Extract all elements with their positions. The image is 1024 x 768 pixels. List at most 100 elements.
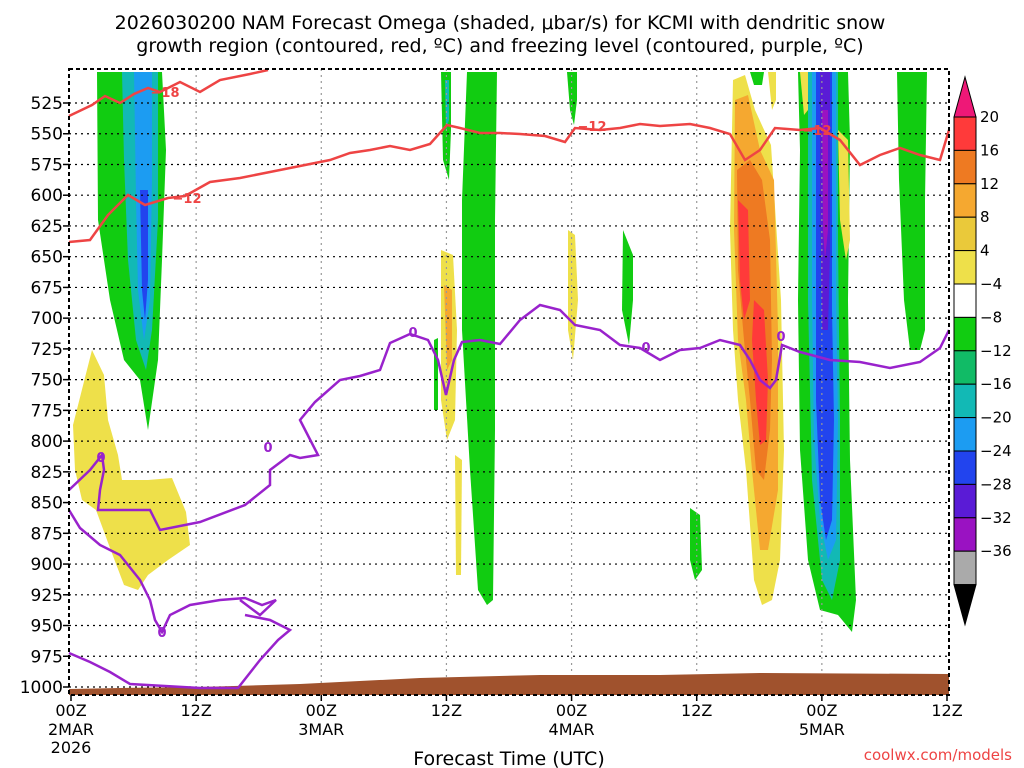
purple-label-0-f: 0 [157, 626, 166, 641]
y-tick-label: 775 [31, 401, 63, 421]
colorbar-swatch [953, 216, 977, 252]
x-tick-label: 00Z [55, 701, 86, 720]
omega-shade-orange-col2a [444, 285, 452, 370]
purple-contour-main [68, 303, 951, 532]
x-tick-date: 5MAR [799, 720, 845, 739]
x-tick-date: 3MAR [298, 720, 344, 739]
y-tick-label: 1000 [20, 678, 63, 698]
omega-shade-green-bit [690, 508, 702, 580]
colorbar-label: 4 [980, 242, 990, 260]
purple-contour-lower [68, 613, 293, 690]
omega-shade-yellow-col5c [768, 72, 776, 110]
y-tick-label: 650 [31, 248, 63, 268]
colorbar-swatch [953, 116, 977, 151]
colorbar-label: −32 [980, 509, 1012, 527]
red-label-minus12-c: −12 [803, 124, 832, 139]
red-contour-minus18 [68, 68, 269, 118]
purple-label-0-e: 0 [776, 330, 785, 345]
colorbar-swatch [953, 283, 977, 318]
purple-label-0-b: 0 [263, 441, 272, 456]
x-tick-label: 00Z [556, 701, 587, 720]
purple-label-0-d: 0 [641, 341, 650, 356]
y-axis: 525 550 575 600 625 650 675 700 725 750 775 800 825 8… [20, 94, 69, 698]
y-tick-label: 900 [31, 555, 63, 575]
colorbar-swatch [953, 316, 977, 352]
colorbar-label: −12 [980, 342, 1012, 360]
colorbar-swatch [953, 149, 977, 185]
colorbar-label: −20 [980, 409, 1012, 427]
red-label-minus18: −18 [151, 86, 180, 101]
omega-shade-green-col3a [567, 72, 577, 125]
colorbar-label: −24 [980, 442, 1012, 460]
terrain-strip [69, 673, 949, 695]
colorbar: 20 16 12 8 4 −4 −8 −12 −16 −20 −24 −28 −32 −36 [953, 75, 1012, 627]
x-axis-title: Forecast Time (UTC) [413, 748, 604, 768]
x-tick-label: 12Z [681, 701, 712, 720]
y-tick-label: 525 [31, 94, 63, 114]
colorbar-label: −16 [980, 375, 1012, 393]
y-tick-label: 600 [31, 186, 63, 206]
colorbar-swatch [953, 483, 977, 519]
x-tick-label: 12Z [180, 701, 211, 720]
omega-shade-green-col2c [462, 72, 497, 605]
colorbar-bottom-arrow [953, 584, 977, 627]
colorbar-swatch [953, 550, 977, 586]
y-tick-label: 975 [31, 647, 63, 667]
x-tick-label: 00Z [806, 701, 837, 720]
purple-contour-loop [67, 509, 277, 635]
plot-frame [68, 68, 950, 696]
colorbar-label: −4 [980, 275, 1002, 293]
omega-shade-red-col4 [738, 200, 750, 320]
colorbar-swatch [953, 250, 977, 285]
y-tick-label: 825 [31, 463, 63, 483]
red-contour-minus12-upper [68, 122, 951, 244]
omega-shade-green-col5b [750, 72, 764, 85]
y-tick-label: 800 [31, 432, 63, 452]
omega-shade-yellow-col3b [568, 230, 578, 360]
colorbar-label: 16 [980, 141, 999, 159]
x-tick-label: 12Z [931, 701, 962, 720]
x-tick-date: 2MAR [48, 720, 94, 739]
y-tick-label: 925 [31, 586, 63, 606]
y-tick-label: 725 [31, 340, 63, 360]
y-tick-label: 750 [31, 371, 63, 391]
red-label-minus12-a: −12 [173, 192, 202, 207]
credit-text: coolwx.com/models [864, 746, 1012, 764]
omega-shade-red-col4b [752, 300, 768, 445]
colorbar-swatch [953, 450, 977, 485]
x-tick-label: 12Z [431, 701, 462, 720]
x-tick-date: 4MAR [549, 720, 595, 739]
purple-freezing-contours [67, 303, 951, 690]
x-tick-label: 00Z [306, 701, 337, 720]
red-label-minus12-b: −12 [578, 120, 607, 135]
colorbar-label: −8 [980, 308, 1002, 326]
purple-label-0-a: 0 [96, 451, 105, 466]
y-tick-label: 850 [31, 494, 63, 514]
colorbar-swatch [953, 517, 977, 552]
colorbar-swatch [953, 417, 977, 452]
colorbar-label: 20 [980, 108, 999, 126]
contour-labels: −18 −12 −12 −12 0 0 0 0 0 0 [96, 86, 831, 641]
y-tick-label: 550 [31, 125, 63, 145]
omega-shade-yellow-col5a [800, 72, 808, 115]
omega-shade-violet-col5 [822, 110, 828, 260]
colorbar-swatch [953, 350, 977, 385]
colorbar-label: 8 [980, 208, 990, 226]
y-tick-label: 575 [31, 155, 63, 175]
purple-label-0-c: 0 [408, 326, 417, 341]
y-tick-label: 950 [31, 617, 63, 637]
y-tick-label: 625 [31, 217, 63, 237]
chart-title-line1: 2026030200 NAM Forecast Omega (shaded, μ… [115, 12, 886, 34]
omega-shading [73, 72, 927, 632]
y-tick-label: 675 [31, 278, 63, 298]
red-isotherm-contours [68, 68, 951, 244]
omega-shade-green-col6 [897, 72, 927, 350]
omega-shade-yellow-col2c-low [455, 455, 462, 575]
chart-title-line2: growth region (contoured, red, ºC) and f… [136, 35, 863, 57]
colorbar-label: −36 [980, 542, 1012, 560]
colorbar-swatch [953, 183, 977, 218]
y-tick-label: 700 [31, 309, 63, 329]
colorbar-label: 12 [980, 175, 999, 193]
